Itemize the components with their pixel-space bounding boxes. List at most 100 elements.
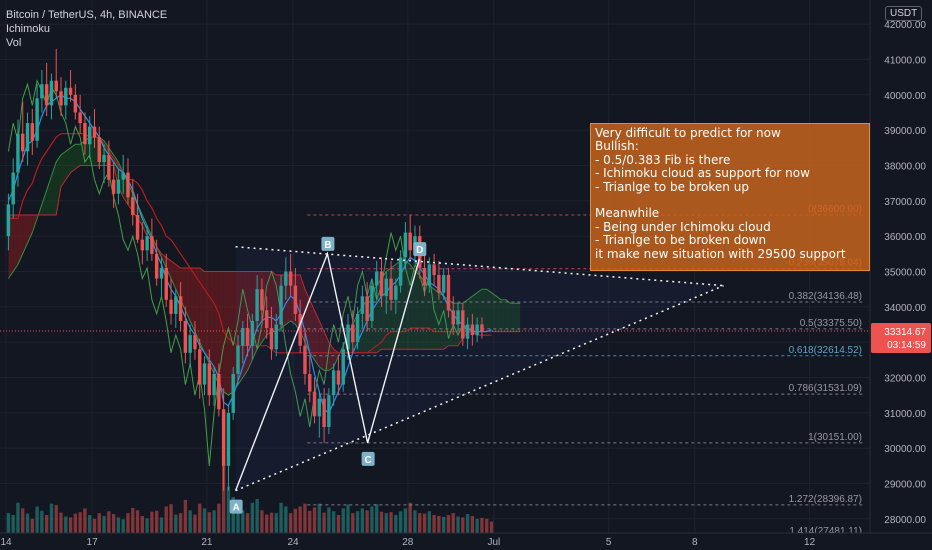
volume-bar: [111, 514, 116, 533]
candle-body: [303, 345, 307, 374]
price-tick-label: 29000.00: [884, 480, 926, 491]
candle-body: [126, 172, 130, 198]
time-tick-label: 24: [287, 537, 299, 548]
volume-bar: [346, 504, 350, 533]
cloud-segment: [70, 144, 76, 173]
volume-bar: [97, 513, 101, 533]
volume-bar: [64, 516, 68, 533]
volume-bar: [269, 512, 274, 533]
volume-bar: [379, 511, 384, 533]
volume-bar: [408, 502, 412, 533]
candle-body: [279, 285, 283, 325]
candle-body: [150, 236, 154, 254]
volume-bar: [255, 498, 259, 533]
volume-bar: [88, 515, 92, 533]
cloud-segment: [171, 260, 176, 290]
volume-bar: [365, 510, 369, 533]
fib-level-label: 1.414(27481.11): [789, 526, 862, 537]
volume-bar: [461, 517, 465, 533]
ichimoku-label[interactable]: Ichimoku: [6, 23, 51, 35]
pattern-point-marker: [413, 242, 427, 257]
volume-bar: [140, 515, 144, 533]
last-price-tag: 33314.67 03:14:59: [871, 323, 931, 354]
volume-bar: [442, 516, 446, 533]
candle-body: [331, 370, 336, 396]
cloud-segment: [309, 299, 315, 360]
candle-body: [131, 197, 135, 215]
volume-bar: [231, 497, 235, 533]
candle-body: [336, 370, 341, 385]
cloud-segment: [56, 154, 62, 215]
candle-body: [351, 324, 355, 343]
candle-body: [269, 328, 274, 350]
cloud-segment: [505, 299, 511, 332]
analysis-note[interactable]: Very difficult to predict for now Bullis…: [590, 123, 870, 271]
cloud-segment: [501, 299, 506, 332]
candle-body: [231, 373, 235, 413]
candle-body: [250, 320, 255, 346]
candle-body: [21, 133, 25, 152]
volume-bar: [78, 512, 82, 533]
candle-body: [6, 204, 11, 237]
price-axis[interactable]: 28000.00 29000.00 30000.00 31000.00 32000.00…: [869, 0, 932, 550]
volume-bar: [389, 512, 393, 533]
time-axis[interactable]: 14 17 21 24 28 Jul 5 8 12: [0, 532, 932, 550]
volume-bar: [293, 508, 298, 533]
time-tick-label: 5: [606, 537, 612, 548]
volume-bar: [116, 517, 121, 533]
candle-body: [174, 296, 178, 314]
candle-body: [107, 154, 111, 180]
symbol-title[interactable]: Bitcoin / TetherUS, 4h, BINANCE: [6, 9, 168, 21]
volume-bar: [226, 486, 231, 533]
cloud-segment: [271, 271, 277, 332]
candle-body: [154, 253, 159, 279]
candle-body: [346, 324, 350, 350]
price-tick-label: 37000.00: [884, 197, 926, 208]
price-tick-label: 41000.00: [884, 55, 926, 66]
volume-bar: [384, 513, 388, 533]
volume-bar: [432, 515, 436, 533]
price-axis-background: [870, 0, 932, 550]
volume-bar: [303, 503, 307, 533]
candle-body: [64, 87, 68, 106]
volume-bar: [274, 513, 278, 533]
candle-body: [97, 137, 101, 162]
price-tick-label: 42000.00: [884, 20, 926, 31]
candle-body: [102, 154, 106, 162]
volume-bar: [83, 508, 87, 533]
pattern-point-label: A: [232, 503, 239, 514]
candle-body: [264, 310, 269, 329]
volume-bar: [451, 513, 455, 533]
volume-bar: [126, 513, 130, 533]
pattern-point-marker: [321, 236, 335, 251]
candle-body: [260, 289, 264, 311]
candle-body: [451, 310, 455, 325]
candle-body: [370, 285, 374, 321]
time-axis-background: [0, 533, 932, 550]
cloud-segment: [438, 292, 444, 350]
harmonic-pattern: A B C D: [229, 236, 724, 514]
cloud-segment: [27, 214, 33, 244]
triangle-fill: [235, 246, 724, 491]
candle-body: [121, 172, 125, 180]
currency-badge[interactable]: USDT: [885, 6, 923, 21]
price-tick-label: 35000.00: [884, 268, 926, 279]
candle-body: [245, 328, 250, 346]
cloud-segment: [424, 282, 430, 350]
cloud-segment: [228, 271, 234, 396]
candle-body: [178, 296, 183, 321]
candle-body: [427, 264, 432, 286]
volume-bar: [44, 515, 49, 533]
candle-body: [49, 80, 54, 106]
candlesticks: [0, 48, 870, 491]
triangle-lower-line: [235, 284, 724, 492]
candle-body: [360, 296, 365, 314]
candle-body: [288, 271, 293, 286]
candle-body: [293, 285, 298, 314]
volume-label[interactable]: Vol: [6, 37, 22, 49]
cloud-segment: [204, 271, 210, 364]
fib-level-label: 0.382(34136.48): [789, 291, 862, 302]
volume-bar: [21, 508, 25, 533]
candle-body: [241, 328, 245, 346]
